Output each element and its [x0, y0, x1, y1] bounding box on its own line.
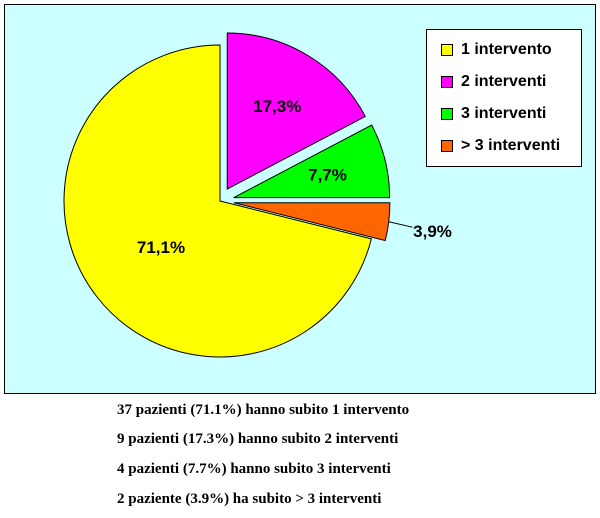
- legend-label: 1 intervento: [461, 41, 552, 58]
- legend-swatch: [441, 140, 453, 152]
- legend-label: 2 interventi: [461, 73, 547, 90]
- legend-label: 3 interventi: [461, 105, 547, 122]
- legend-item: 3 interventi: [441, 104, 546, 124]
- legend-swatch: [441, 108, 453, 120]
- chart-area: 71,1% 17,3% 7,7% 3,9% 1 intervento 2 interv…: [4, 4, 596, 394]
- legend-item: 2 interventi: [441, 72, 546, 92]
- slice-label: 71,1%: [137, 238, 185, 257]
- legend-item: 1 intervento: [441, 40, 552, 60]
- pie-chart: 71,1% 17,3% 7,7% 3,9%: [63, 32, 452, 358]
- note-line: 2 paziente (3.9%) ha subito > 3 interven…: [117, 491, 382, 507]
- legend-swatch: [441, 76, 453, 88]
- legend-label: > 3 interventi: [461, 137, 561, 154]
- pie-slice: [63, 44, 372, 358]
- legend-swatch: [441, 44, 453, 56]
- leader-line: [388, 221, 413, 228]
- note-line: 4 pazienti (7.7%) hanno subito 3 interve…: [117, 461, 391, 477]
- note-line: 9 pazienti (17.3%) hanno subito 2 interv…: [117, 431, 399, 447]
- legend: 1 intervento 2 interventi 3 interventi >…: [426, 29, 582, 167]
- pie-slice: [233, 124, 391, 199]
- legend-item: > 3 interventi: [441, 136, 560, 156]
- note-line: 37 pazienti (71.1%) hanno subito 1 inter…: [117, 402, 410, 418]
- slice-label: 17,3%: [253, 97, 301, 116]
- slice-label: 7,7%: [308, 165, 347, 184]
- slice-label: 3,9%: [413, 222, 452, 241]
- pie-slice: [226, 32, 367, 190]
